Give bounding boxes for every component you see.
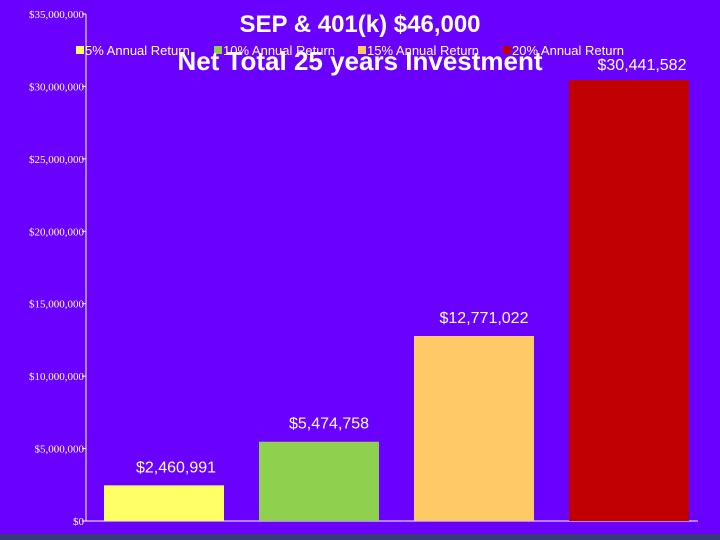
y-axis: $0 $5,000,000 $10,000,000 $15,000,000 $20,00… [29,9,698,528]
legend-label: 10% Annual Return [223,43,335,58]
y-tick-label: $0 [73,516,85,528]
bar [414,336,534,521]
data-label: $2,460,991 [136,459,216,476]
data-label: $12,771,022 [440,310,529,327]
legend-swatch [76,46,84,54]
bars: $2,460,991 $5,474,758 $12,771,022 $30,441,5… [104,57,689,521]
y-tick-label: $30,000,000 [29,81,85,93]
legend-swatch [503,46,511,54]
y-tick-label: $35,000,000 [29,9,85,21]
legend-label: 5% Annual Return [85,43,190,58]
bottom-border [0,534,720,540]
legend: 5% Annual Return 10% Annual Return 15% Ann… [76,43,624,58]
legend-swatch [214,46,222,54]
y-tick-label: $20,000,000 [29,226,85,238]
bar [569,80,689,521]
legend-swatch [358,46,366,54]
data-label: $30,441,582 [598,57,687,74]
chart-subtitle: Net Total 25 years Investment [177,46,542,76]
chart-title: SEP & 401(k) $46,000 [239,11,480,38]
y-tick-label: $5,000,000 [35,444,85,456]
bar [104,485,224,521]
bar [259,441,379,521]
data-label: $5,474,758 [289,416,369,433]
legend-label: 15% Annual Return [367,43,479,58]
legend-label: 20% Annual Return [512,43,624,58]
y-tick-label: $10,000,000 [29,371,85,383]
y-tick-label: $15,000,000 [29,299,85,311]
y-tick-label: $25,000,000 [29,154,85,166]
